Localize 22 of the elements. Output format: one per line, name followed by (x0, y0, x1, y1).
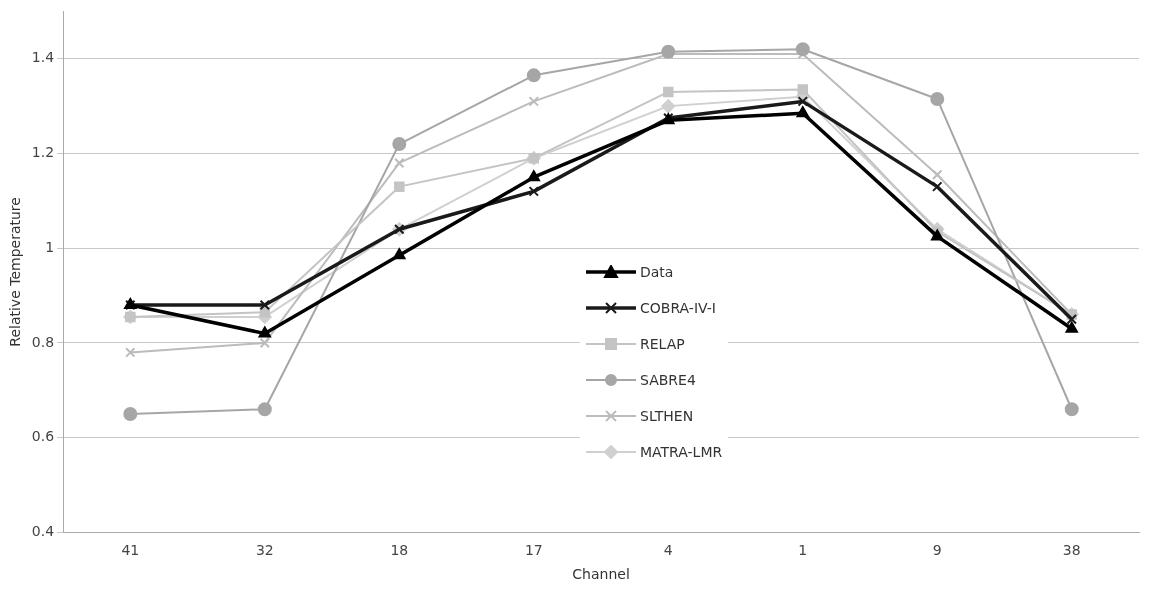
legend-label: MATRA-LMR (640, 444, 723, 460)
legend-label: SABRE4 (640, 372, 696, 388)
y-tick-label: 0.6 (31, 428, 55, 445)
y-tick-label: 0.4 (31, 523, 55, 540)
x-axis-title: Channel (572, 566, 630, 583)
y-axis-title: Relative Temperature (7, 197, 24, 347)
x-tick-label: 32 (255, 542, 274, 559)
y-tick-label: 1 (45, 238, 55, 255)
legend-label: COBRA-IV-I (640, 300, 716, 316)
x-tick-label: 9 (932, 542, 942, 559)
x-tick-label: 17 (524, 542, 543, 559)
x-tick-label: 1 (798, 542, 808, 559)
y-tick-label: 1.2 (31, 144, 55, 161)
x-tick-label: 18 (390, 542, 409, 559)
x-tick-label: 38 (1062, 542, 1081, 559)
x-tick-label: 4 (663, 542, 673, 559)
legend-label: RELAP (640, 336, 685, 352)
y-tick-label: 1.4 (31, 49, 55, 66)
y-tick-label: 0.8 (31, 333, 55, 350)
legend-label: Data (640, 264, 674, 280)
legend-label: SLTHEN (640, 408, 694, 424)
x-tick-label: 41 (121, 542, 140, 559)
